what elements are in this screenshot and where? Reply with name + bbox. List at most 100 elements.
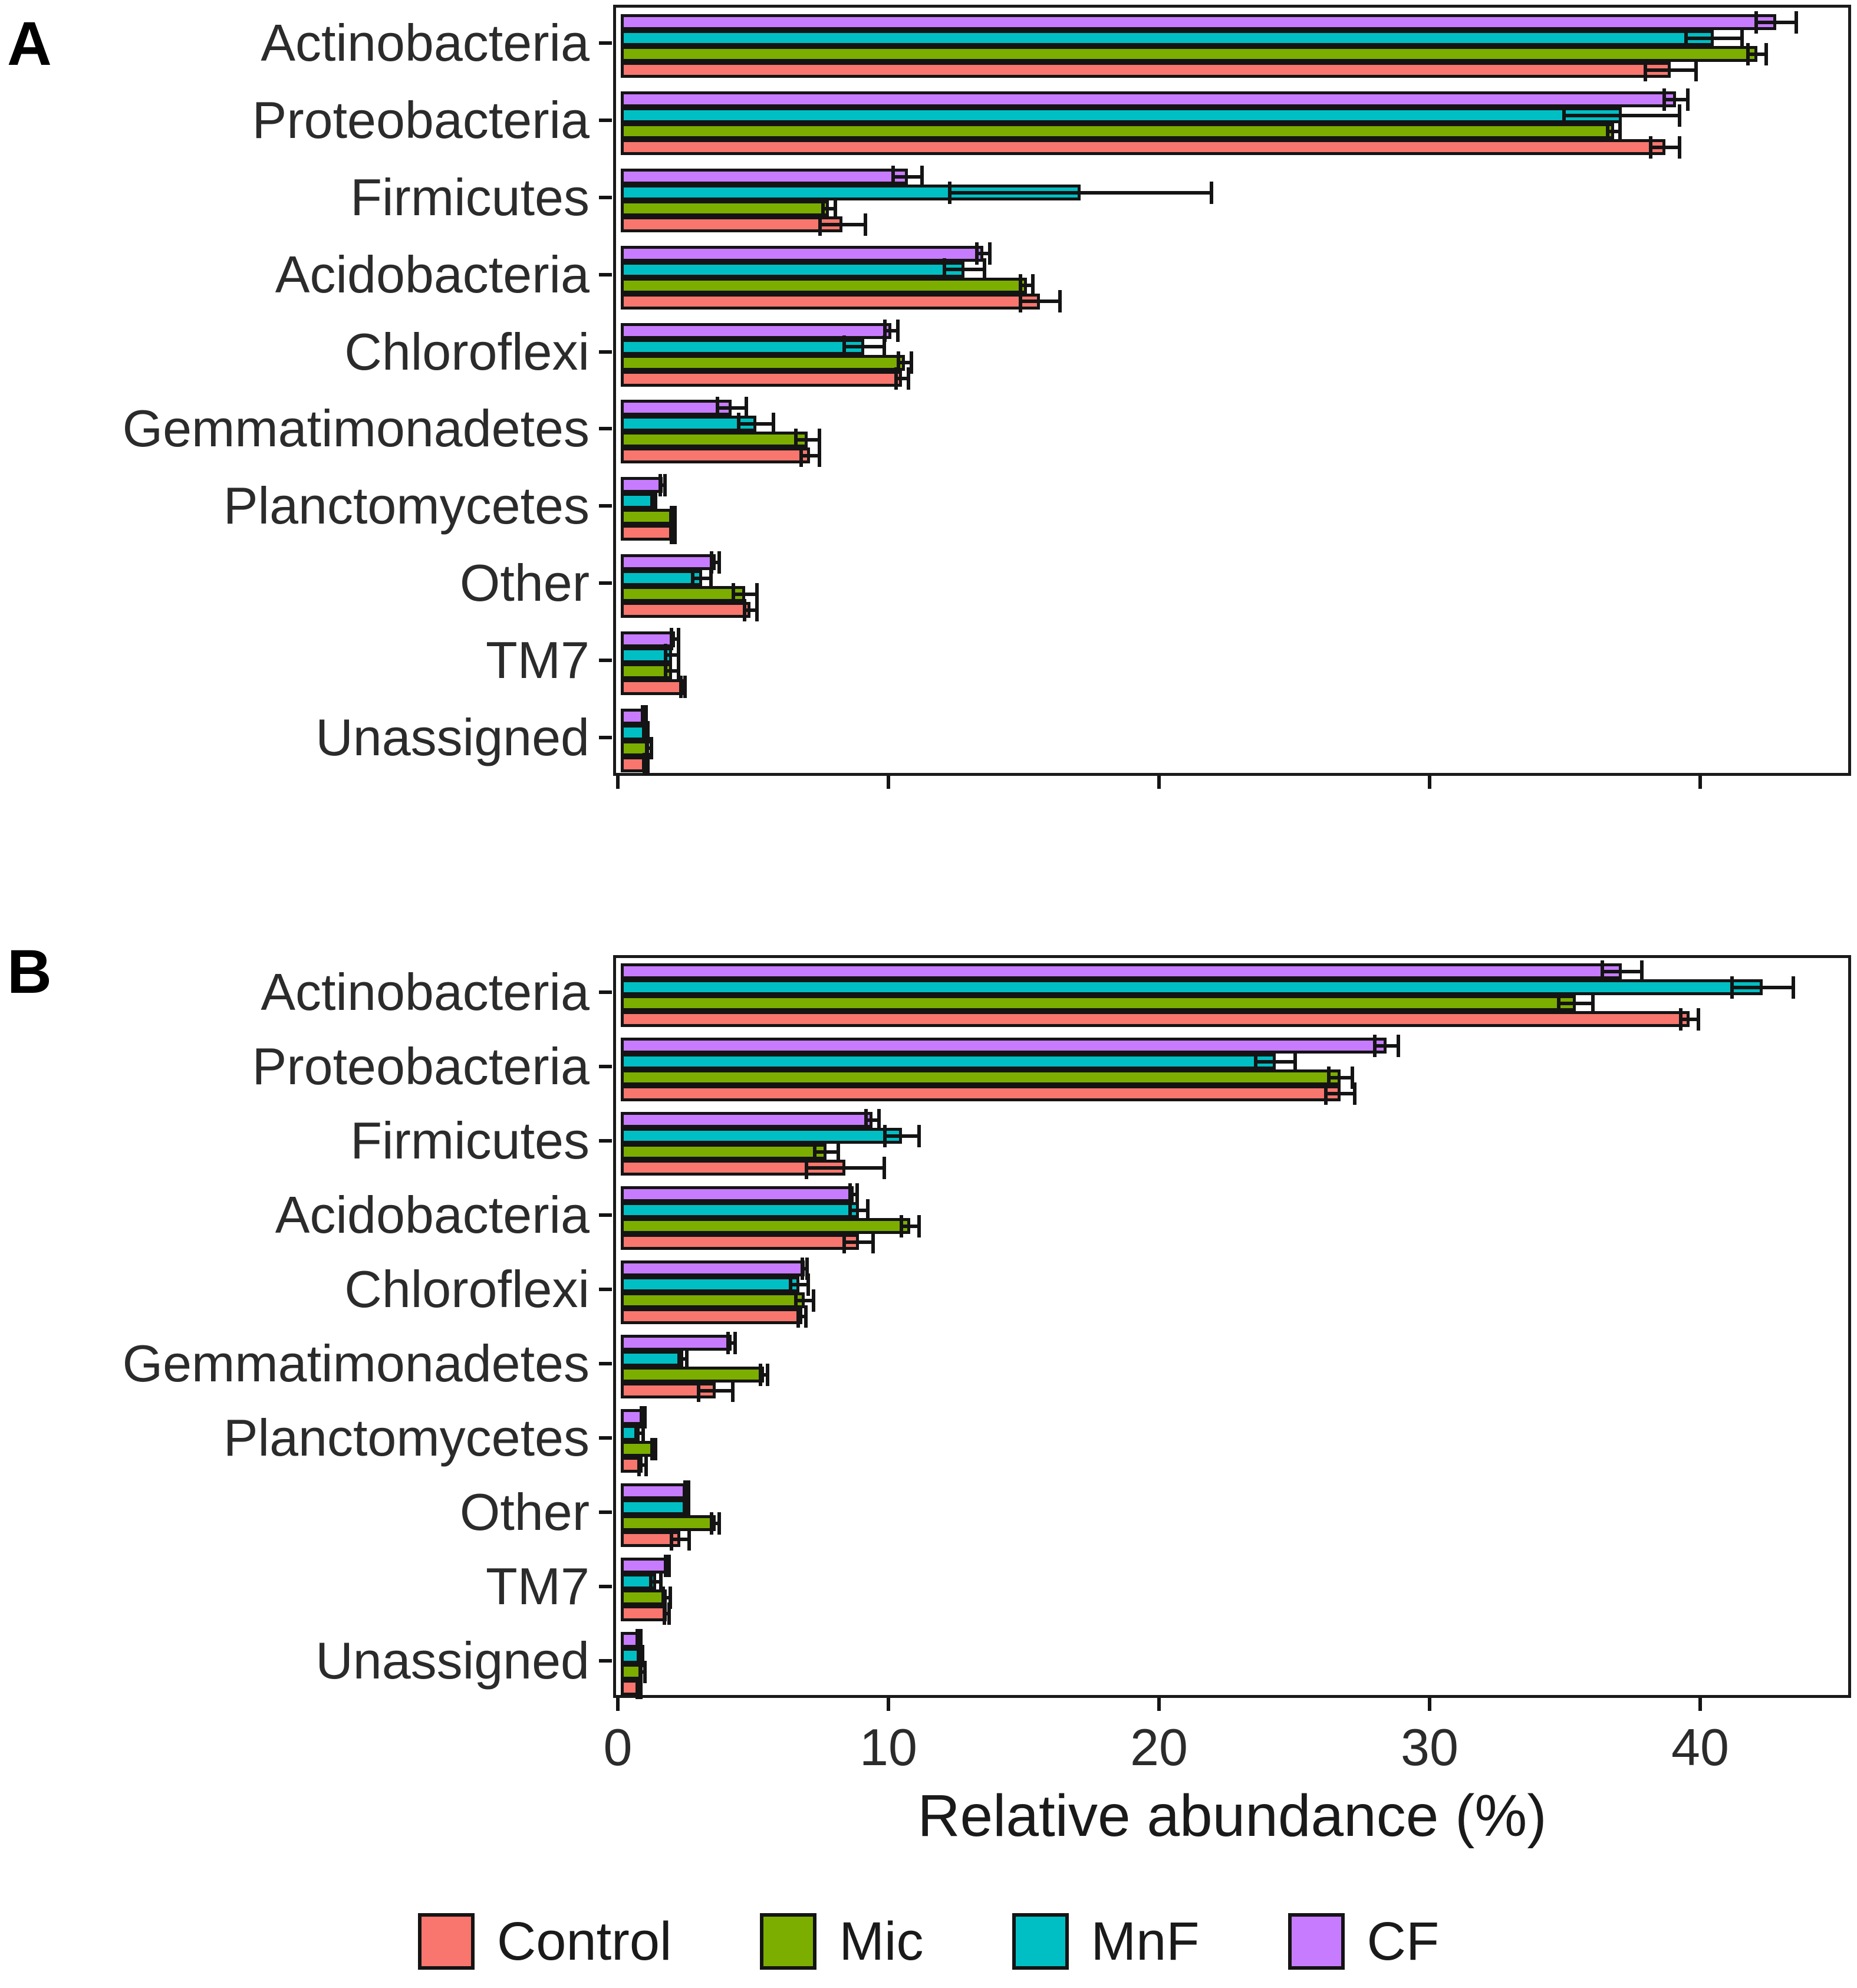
error-bar-cf-actinobacteria: [1754, 11, 1798, 34]
x-axis-tick: [1428, 776, 1431, 789]
bar-cf-unassigned: [621, 708, 644, 725]
error-bar-control-tm7: [663, 1602, 671, 1625]
error-bar-mic-chloroflexi: [897, 351, 913, 374]
bar-mic-actinobacteria: [621, 995, 1576, 1011]
bar-control-actinobacteria: [621, 1011, 1690, 1027]
error-bar-mnf-actinobacteria: [1684, 27, 1744, 50]
bar-mic-gemmatimonadetes: [621, 432, 808, 448]
panel-a-plot-area: [613, 5, 1851, 776]
bar-control-chloroflexi: [621, 1308, 802, 1324]
error-bar-control-tm7: [679, 676, 687, 699]
category-label-acidobacteria: Acidobacteria: [275, 1186, 590, 1244]
legend-swatch-mnf: [1012, 1913, 1069, 1970]
bar-cf-other: [621, 1483, 686, 1499]
category-label-acidobacteria: Acidobacteria: [275, 245, 590, 304]
error-bar-mnf-proteobacteria: [1562, 104, 1682, 127]
error-bar-cf-planctomycetes: [658, 473, 667, 496]
error-bar-control-unassigned: [642, 753, 650, 776]
bar-mnf-proteobacteria: [621, 1054, 1276, 1069]
category-label-actinobacteria: Actinobacteria: [261, 963, 590, 1021]
error-bar-control-firmicutes: [818, 213, 867, 236]
bar-mnf-other: [621, 570, 702, 586]
bar-mic-chloroflexi: [621, 354, 905, 371]
error-bar-cf-firmicutes: [891, 165, 924, 188]
y-axis-tick: [599, 990, 612, 994]
bar-cf-other: [621, 554, 716, 570]
error-bar-mic-other: [710, 1512, 721, 1535]
error-bar-mic-proteobacteria: [1326, 1066, 1354, 1089]
error-bar-control-unassigned: [636, 1676, 643, 1699]
bar-cf-firmicutes: [621, 169, 908, 185]
error-bar-control-actinobacteria: [1644, 58, 1698, 81]
category-label-unassigned: Unassigned: [315, 1631, 590, 1690]
legend-swatch-control: [417, 1913, 475, 1970]
error-bar-mnf-proteobacteria: [1254, 1050, 1298, 1073]
error-bar-control-acidobacteria: [842, 1230, 875, 1253]
bar-cf-acidobacteria: [621, 1186, 854, 1202]
y-axis-tick: [599, 41, 612, 45]
category-label-planctomycetes: Planctomycetes: [223, 476, 590, 535]
error-bar-control-gemmatimonadetes: [696, 1379, 735, 1402]
x-axis-title: Relative abundance (%): [917, 1783, 1547, 1849]
bar-cf-gemmatimonadetes: [621, 1335, 732, 1351]
error-bar-mnf-other: [691, 567, 713, 590]
error-bar-cf-proteobacteria: [1662, 88, 1690, 111]
bar-mic-actinobacteria: [621, 46, 1757, 62]
x-tick-label: 10: [860, 1718, 917, 1776]
bar-mic-tm7: [621, 1589, 667, 1605]
error-bar-mic-unassigned: [645, 737, 654, 760]
y-axis-tick: [599, 1065, 612, 1068]
bar-mnf-actinobacteria: [621, 30, 1714, 47]
category-label-other: Other: [459, 1483, 590, 1541]
bar-cf-firmicutes: [621, 1112, 872, 1128]
error-bar-control-gemmatimonadetes: [799, 444, 821, 467]
legend: Control Mic MnF CF: [0, 1913, 1857, 1970]
y-axis-tick: [599, 1659, 612, 1663]
error-bar-mnf-planctomycetes: [650, 489, 658, 512]
error-bar-mnf-tm7: [649, 1570, 663, 1593]
error-bar-control-other: [742, 598, 759, 621]
bar-control-unassigned: [621, 756, 646, 772]
bar-mnf-actinobacteria: [621, 979, 1763, 995]
bar-mnf-planctomycetes: [621, 493, 654, 509]
error-bar-mic-planctomycetes: [669, 505, 677, 528]
legend-item-control: Control: [417, 1913, 671, 1970]
error-bar-mnf-acidobacteria: [848, 1199, 870, 1222]
error-bar-control-chloroflexi: [894, 367, 911, 390]
error-bar-cf-tm7: [664, 1554, 671, 1577]
category-label-firmicutes: Firmicutes: [350, 168, 590, 226]
bar-mnf-firmicutes: [621, 1128, 903, 1144]
error-bar-cf-firmicutes: [864, 1108, 881, 1131]
bar-control-acidobacteria: [621, 293, 1041, 310]
error-bar-mnf-tm7: [664, 644, 680, 667]
bar-control-acidobacteria: [621, 1234, 859, 1250]
bar-control-actinobacteria: [621, 62, 1671, 78]
error-bar-mnf-firmicutes: [948, 181, 1214, 204]
category-label-actinobacteria: Actinobacteria: [261, 14, 590, 73]
error-bar-control-acidobacteria: [1018, 290, 1062, 313]
x-axis-tick: [887, 776, 890, 789]
y-axis-tick: [599, 1139, 612, 1143]
bar-mic-acidobacteria: [621, 1218, 911, 1234]
error-bar-mic-firmicutes: [812, 1140, 840, 1163]
error-bar-mnf-other: [683, 1496, 690, 1519]
panel-b-plot-area: [613, 955, 1851, 1699]
bar-control-planctomycetes: [621, 525, 673, 541]
category-label-planctomycetes: Planctomycetes: [223, 1408, 590, 1467]
error-bar-mnf-unassigned: [637, 1644, 644, 1667]
y-axis-tick: [599, 658, 612, 662]
y-axis-tick: [599, 1288, 612, 1291]
bar-mic-proteobacteria: [621, 1069, 1341, 1085]
category-label-chloroflexi: Chloroflexi: [344, 1260, 590, 1318]
error-bar-cf-planctomycetes: [640, 1406, 647, 1429]
bar-cf-actinobacteria: [621, 963, 1622, 979]
x-tick-label: 30: [1401, 1718, 1458, 1776]
error-bar-control-chloroflexi: [796, 1305, 808, 1328]
error-bar-mnf-firmicutes: [883, 1124, 921, 1147]
bar-cf-chloroflexi: [621, 1260, 805, 1276]
error-bar-mnf-gemmatimonadetes: [737, 412, 775, 435]
error-bar-control-other: [669, 1528, 692, 1551]
x-axis-tick: [1698, 1698, 1702, 1711]
bar-control-tm7: [621, 679, 683, 695]
